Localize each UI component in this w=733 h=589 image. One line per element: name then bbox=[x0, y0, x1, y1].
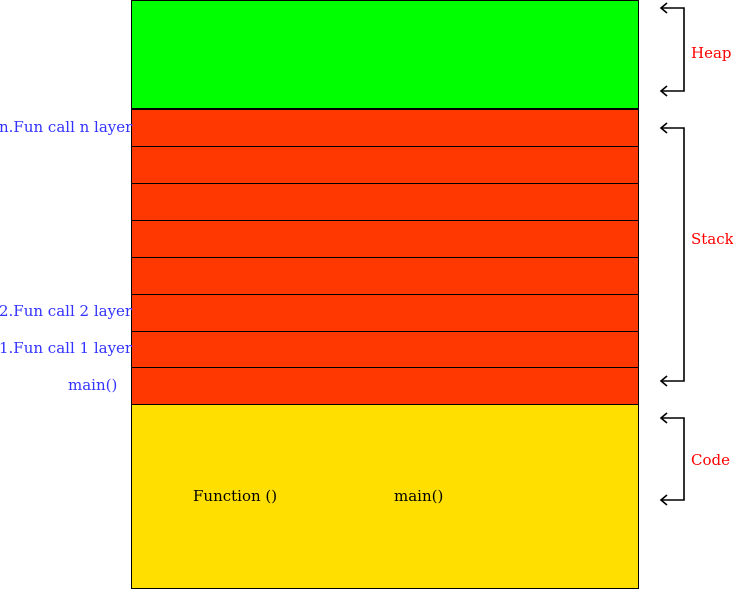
code-item-main: main() bbox=[394, 487, 444, 505]
stack-frame-empty-4 bbox=[131, 257, 639, 295]
code-region bbox=[131, 404, 639, 589]
heap-region bbox=[131, 0, 639, 109]
code-bracket bbox=[659, 412, 685, 506]
stack-label: Stack bbox=[691, 230, 733, 248]
stack-frame-empty-2 bbox=[131, 183, 639, 221]
heap-label: Heap bbox=[691, 44, 732, 62]
stack-frame-n bbox=[131, 109, 639, 147]
stack-frame-1 bbox=[131, 331, 639, 369]
stack-frame-label-main: main() bbox=[68, 376, 118, 394]
code-label: Code bbox=[691, 451, 730, 469]
stack-frame-main bbox=[131, 367, 639, 405]
stack-frame-label-n: n.Fun call n layer bbox=[0, 118, 133, 136]
code-item-function: Function () bbox=[193, 487, 278, 505]
stack-frame-label-1: 1.Fun call 1 layer bbox=[0, 339, 133, 357]
stack-frame-2 bbox=[131, 294, 639, 332]
heap-bracket bbox=[659, 2, 685, 97]
stack-frame-label-2: 2.Fun call 2 layer bbox=[0, 302, 133, 320]
stack-bracket bbox=[659, 122, 685, 387]
